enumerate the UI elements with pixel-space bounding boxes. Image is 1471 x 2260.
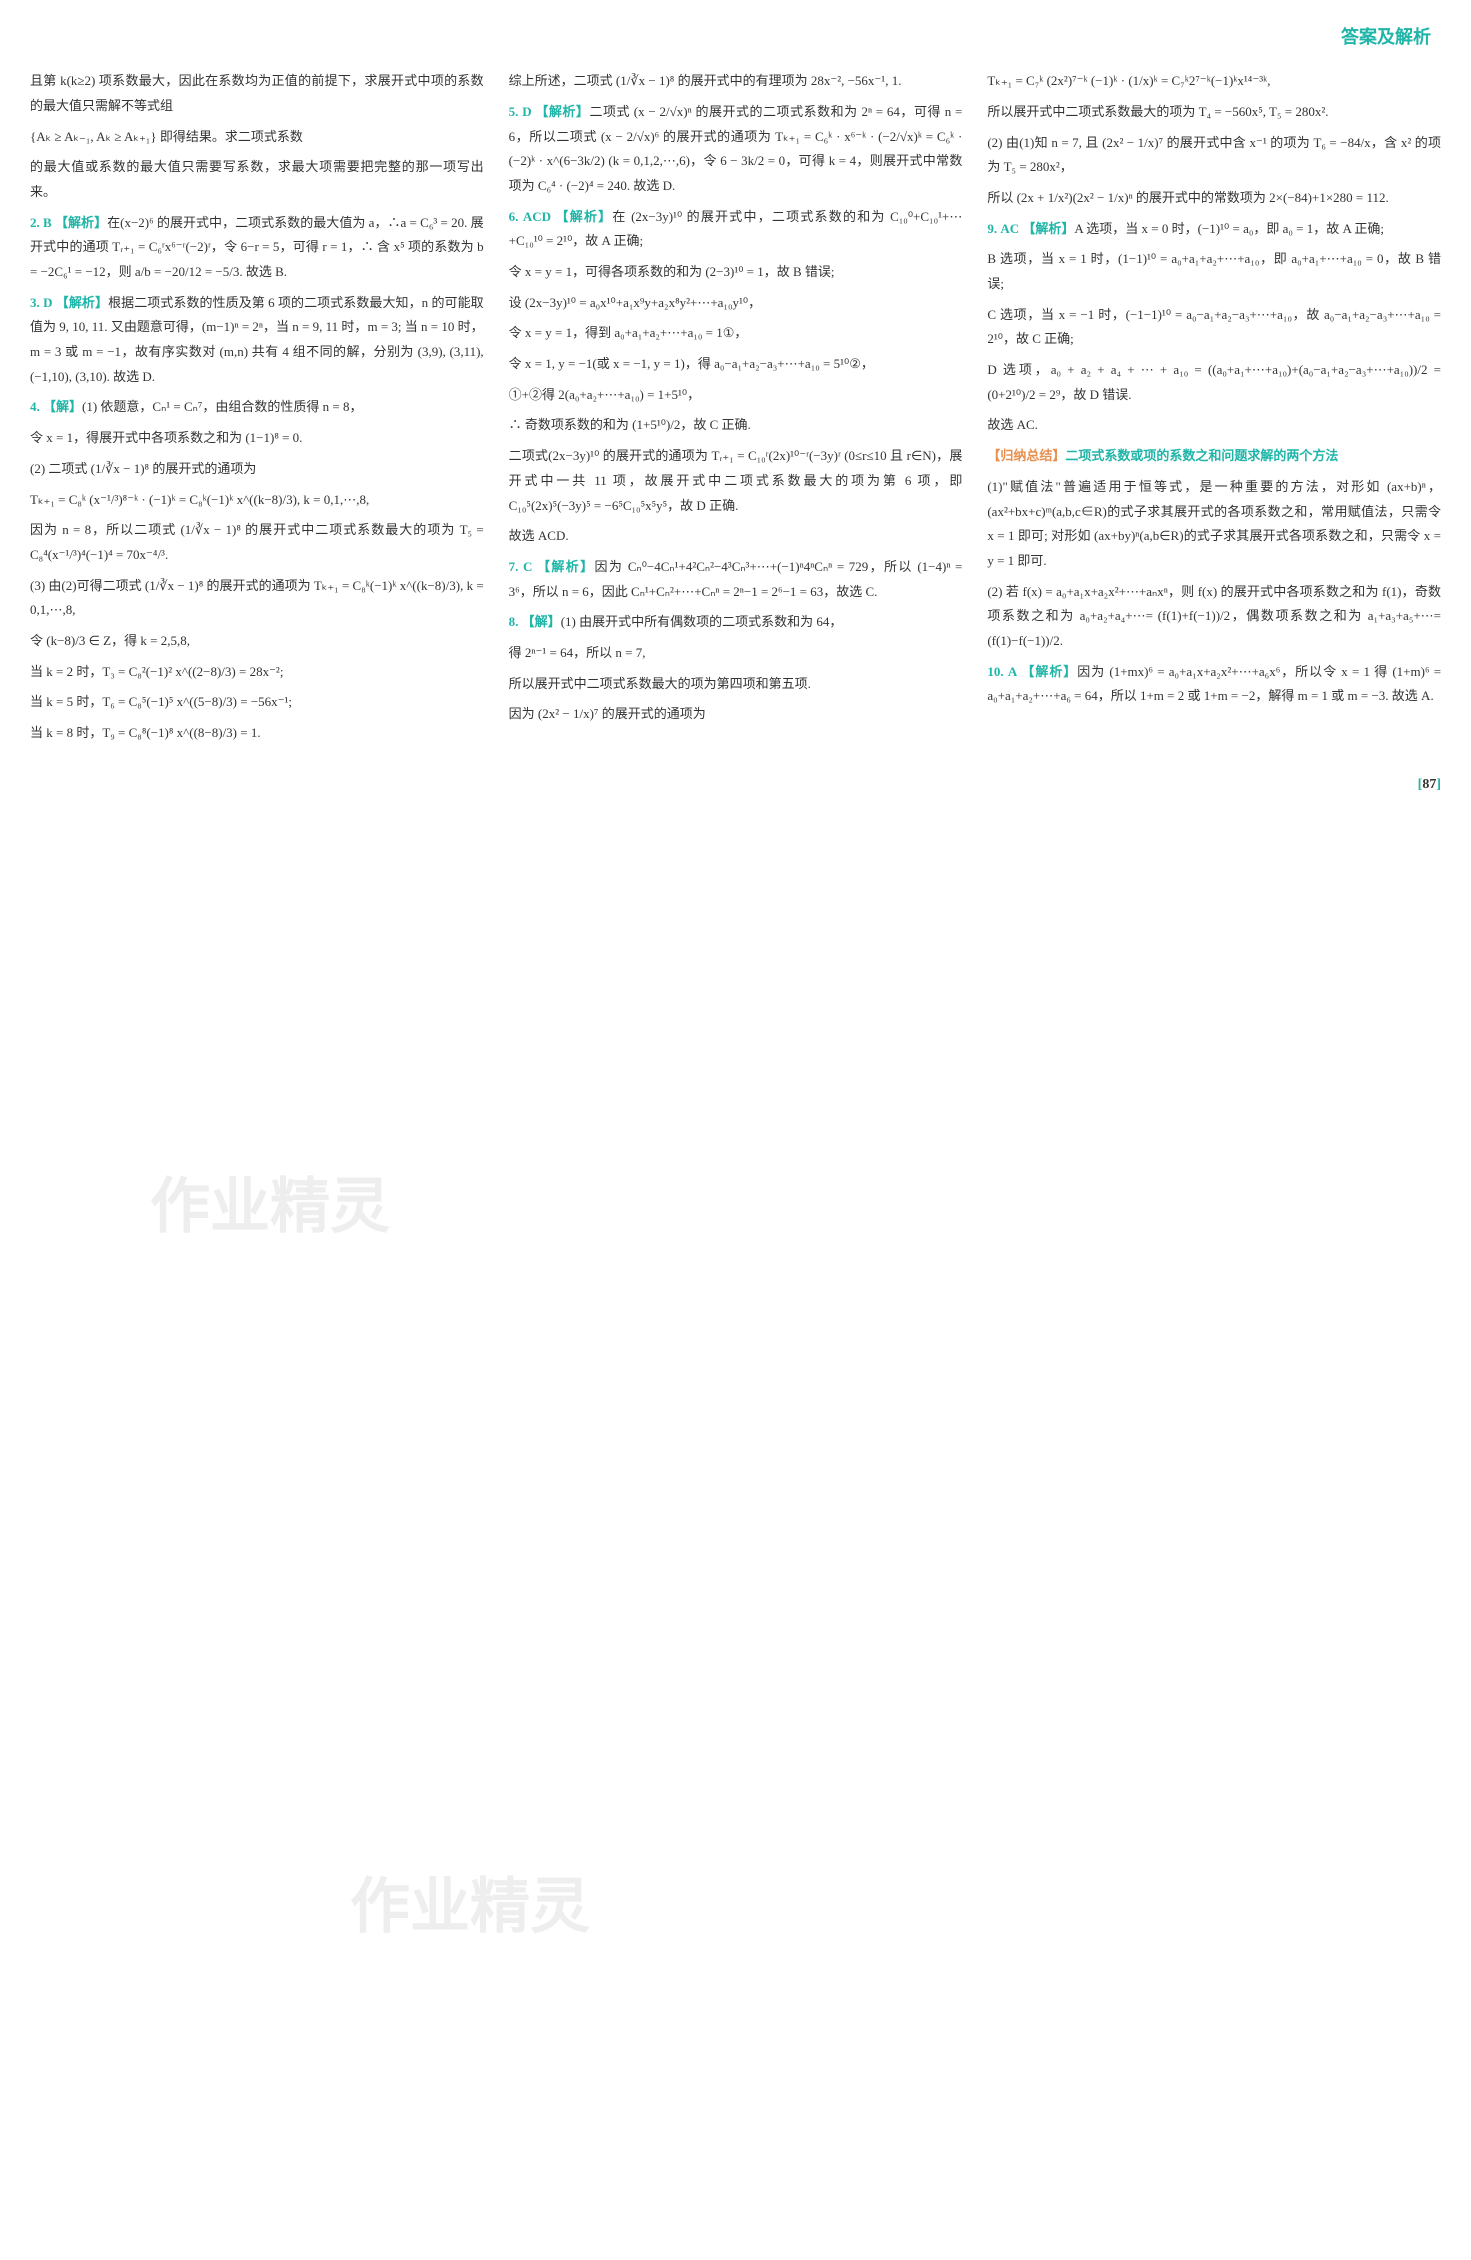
paragraph: 令 x = y = 1，得到 a₀+a₁+a₂+⋯+a₁₀ = 1①， (509, 321, 963, 346)
paragraph: 且第 k(k≥2) 项系数最大，因此在系数均为正值的前提下，求展开式中项的系数的… (30, 69, 484, 118)
question-number: 3. (30, 295, 40, 310)
summary-tag: 【归纳总结】 (987, 448, 1065, 463)
paragraph: 当 k = 8 时，T₉ = C₈⁸(−1)⁸ x^((8−8)/3) = 1. (30, 721, 484, 746)
analysis-tag: 【解析】 (537, 559, 594, 574)
paragraph: 当 k = 5 时，T₆ = C₈⁵(−1)⁵ x^((5−8)/3) = −5… (30, 690, 484, 715)
question-number: 5. (509, 104, 519, 119)
paragraph: (2) 二项式 (1/∛x − 1)⁸ 的展开式的通项为 (30, 457, 484, 482)
question-5: 5. D 【解析】二项式 (x − 2/√x)ⁿ 的展开式的二项式系数和为 2ⁿ… (509, 100, 963, 199)
question-number: 4. (30, 399, 40, 414)
question-8: 8. 【解】(1) 由展开式中所有偶数项的二项式系数和为 64， (509, 610, 963, 635)
paragraph: ∴ 奇数项系数的和为 (1+5¹⁰)/2，故 C 正确. (509, 413, 963, 438)
answer-letter: AC (1000, 221, 1019, 236)
answer-letter: A (1008, 664, 1017, 679)
solution-text: (1) 由展开式中所有偶数项的二项式系数和为 64， (561, 614, 843, 629)
question-number: 7. (509, 559, 519, 574)
paragraph: D 选项，a₀ + a₂ + a₄ + ⋯ + a₁₀ = ((a₀+a₁+⋯+… (987, 358, 1441, 407)
paragraph: {Aₖ ≥ Aₖ₋₁, Aₖ ≥ Aₖ₊₁} 即得结果。求二项式系数 (30, 125, 484, 150)
question-number: 6. (509, 209, 519, 224)
analysis-text: A 选项，当 x = 0 时，(−1)¹⁰ = a₀，即 a₀ = 1，故 A … (1074, 221, 1384, 236)
paragraph: 设 (2x−3y)¹⁰ = a₀x¹⁰+a₁x⁹y+a₂x⁸y²+⋯+a₁₀y¹… (509, 291, 963, 316)
paragraph: 因为 n = 8，所以二项式 (1/∛x − 1)⁸ 的展开式中二项式系数最大的… (30, 518, 484, 567)
watermark: 作业精灵 (150, 1150, 390, 1264)
answer-letter: D (522, 104, 531, 119)
solution-text: (1) 依题意，Cₙ¹ = Cₙ⁷，由组合数的性质得 n = 8， (82, 399, 362, 414)
question-number: 9. (987, 221, 997, 236)
question-3: 3. D 【解析】根据二项式系数的性质及第 6 项的二项式系数最大知，n 的可能… (30, 291, 484, 390)
paragraph: 所以展开式中二项式系数最大的项为第四项和第五项. (509, 672, 963, 697)
question-2: 2. B 【解析】在(x−2)⁶ 的展开式中，二项式系数的最大值为 a，∴a =… (30, 211, 484, 285)
page-number: 87 (1422, 777, 1436, 792)
paragraph: (1)"赋值法"普遍适用于恒等式，是一种重要的方法，对形如 (ax+b)ⁿ，(a… (987, 475, 1441, 574)
column-1: 且第 k(k≥2) 项系数最大，因此在系数均为正值的前提下，求展开式中项的系数的… (30, 69, 484, 752)
question-10: 10. A 【解析】因为 (1+mx)⁶ = a₀+a₁x+a₂x²+⋯+a₆x… (987, 660, 1441, 709)
paragraph: (2) 若 f(x) = a₀+a₁x+a₂x²+⋯+aₙxⁿ，则 f(x) 的… (987, 580, 1441, 654)
summary-title: 二项式系数或项的系数之和问题求解的两个方法 (1065, 448, 1338, 463)
page-number-bracket: ] (1436, 777, 1441, 792)
analysis-tag: 【解析】 (535, 104, 589, 119)
question-7: 7. C 【解析】因为 Cₙ⁰−4Cₙ¹+4²Cₙ²−4³Cₙ³+⋯+(−1)ⁿ… (509, 555, 963, 604)
page-number-container: [87] (30, 772, 1441, 799)
paragraph: 所以展开式中二项式系数最大的项为 T₄ = −560x⁵, T₅ = 280x²… (987, 100, 1441, 125)
page-header: 答案及解析 (30, 20, 1441, 54)
analysis-tag: 【解析】 (56, 295, 108, 310)
paragraph: 令 x = 1, y = −1(或 x = −1, y = 1)，得 a₀−a₁… (509, 352, 963, 377)
question-6: 6. ACD 【解析】在 (2x−3y)¹⁰ 的展开式中，二项式系数的和为 C₁… (509, 205, 963, 254)
column-3: Tₖ₊₁ = C₇ᵏ (2x²)⁷⁻ᵏ (−1)ᵏ · (1/x)ᵏ = C₇ᵏ… (987, 69, 1441, 752)
analysis-tag: 【解析】 (556, 209, 613, 224)
question-number: 2. (30, 215, 40, 230)
paragraph: 令 (k−8)/3 ∈ Z，得 k = 2,5,8, (30, 629, 484, 654)
paragraph: 得 2ⁿ⁻¹ = 64，所以 n = 7, (509, 641, 963, 666)
paragraph: C 选项，当 x = −1 时，(−1−1)¹⁰ = a₀−a₁+a₂−a₃+⋯… (987, 303, 1441, 352)
solution-tag: 【解】 (522, 614, 561, 629)
paragraph: (3) 由(2)可得二项式 (1/∛x − 1)⁸ 的展开式的通项为 Tₖ₊₁ … (30, 574, 484, 623)
paragraph: 故选 AC. (987, 413, 1441, 438)
paragraph: Tₖ₊₁ = C₈ᵏ (x⁻¹/³)⁸⁻ᵏ · (−1)ᵏ = C₈ᵏ(−1)ᵏ… (30, 488, 484, 513)
paragraph: (2) 由(1)知 n = 7, 且 (2x² − 1/x)⁷ 的展开式中含 x… (987, 131, 1441, 180)
paragraph: 所以 (2x + 1/x²)(2x² − 1/x)ⁿ 的展开式中的常数项为 2×… (987, 186, 1441, 211)
paragraph: 二项式(2x−3y)¹⁰ 的展开式的通项为 Tᵣ₊₁ = C₁₀ʳ(2x)¹⁰⁻… (509, 444, 963, 518)
paragraph: 因为 (2x² − 1/x)⁷ 的展开式的通项为 (509, 702, 963, 727)
paragraph: 令 x = y = 1，可得各项系数的和为 (2−3)¹⁰ = 1，故 B 错误… (509, 260, 963, 285)
paragraph: 的最大值或系数的最大值只需要写系数，求最大项需要把完整的那一项写出来。 (30, 155, 484, 204)
analysis-tag: 【解析】 (1021, 664, 1077, 679)
analysis-tag: 【解析】 (55, 215, 107, 230)
answer-letter: C (523, 559, 532, 574)
solution-tag: 【解】 (43, 399, 82, 414)
answer-letter: ACD (523, 209, 551, 224)
question-number: 10. (987, 664, 1003, 679)
column-2: 综上所述，二项式 (1/∛x − 1)⁸ 的展开式中的有理项为 28x⁻², −… (509, 69, 963, 752)
analysis-tag: 【解析】 (1022, 221, 1074, 236)
answer-letter: B (43, 215, 52, 230)
watermark: 作业精灵 (350, 1850, 590, 1964)
paragraph: ①+②得 2(a₀+a₂+⋯+a₁₀) = 1+5¹⁰， (509, 383, 963, 408)
question-4: 4. 【解】(1) 依题意，Cₙ¹ = Cₙ⁷，由组合数的性质得 n = 8， (30, 395, 484, 420)
question-number: 8. (509, 614, 519, 629)
paragraph: Tₖ₊₁ = C₇ᵏ (2x²)⁷⁻ᵏ (−1)ᵏ · (1/x)ᵏ = C₇ᵏ… (987, 69, 1441, 94)
summary-block: 【归纳总结】二项式系数或项的系数之和问题求解的两个方法 (987, 444, 1441, 469)
question-9: 9. AC 【解析】A 选项，当 x = 0 时，(−1)¹⁰ = a₀，即 a… (987, 217, 1441, 242)
paragraph: 当 k = 2 时，T₃ = C₈²(−1)² x^((2−8)/3) = 28… (30, 660, 484, 685)
paragraph: 综上所述，二项式 (1/∛x − 1)⁸ 的展开式中的有理项为 28x⁻², −… (509, 69, 963, 94)
paragraph: 令 x = 1，得展开式中各项系数之和为 (1−1)⁸ = 0. (30, 426, 484, 451)
paragraph: 故选 ACD. (509, 524, 963, 549)
paragraph: B 选项，当 x = 1 时，(1−1)¹⁰ = a₀+a₁+a₂+⋯+a₁₀，… (987, 247, 1441, 296)
content-area: 且第 k(k≥2) 项系数最大，因此在系数均为正值的前提下，求展开式中项的系数的… (30, 69, 1441, 752)
answer-letter: D (43, 295, 52, 310)
